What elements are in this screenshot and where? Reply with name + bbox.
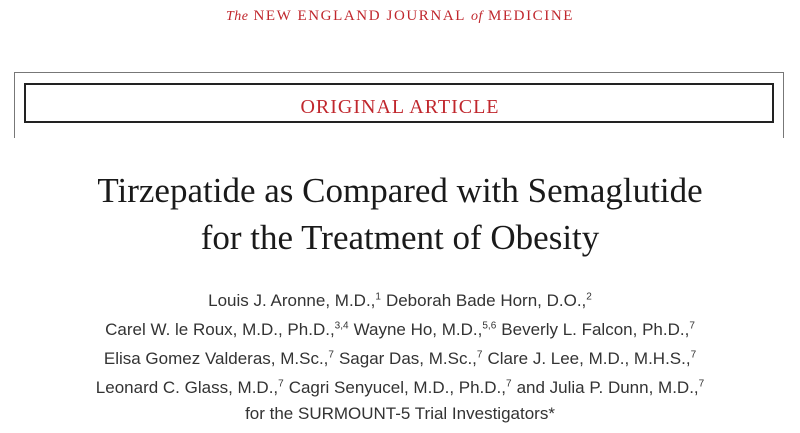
author-name: Beverly L. Falcon, Ph.D., xyxy=(501,319,690,339)
author-name: Carel W. le Roux, M.D., Ph.D., xyxy=(105,319,335,339)
journal-word: The xyxy=(225,9,249,24)
affiliation: 7 xyxy=(476,349,483,361)
article-title: Tirzepatide as Compared with Semaglutide… xyxy=(0,167,800,261)
author: Carel W. le Roux, M.D., Ph.D.,3,4 xyxy=(105,320,348,339)
affiliation: 7 xyxy=(690,349,697,361)
title-line: Tirzepatide as Compared with Semaglutide xyxy=(97,171,703,210)
author-list: Louis J. Aronne, M.D.,1 Deborah Bade Horn… xyxy=(0,284,800,426)
affiliation: 7 xyxy=(506,378,512,390)
author-line: Leonard C. Glass, M.D.,7 Cagri Senyucel, … xyxy=(0,371,800,400)
author-name: Leonard C. Glass, M.D., xyxy=(95,378,279,398)
affiliation: 5,6 xyxy=(482,320,497,332)
author-line: Carel W. le Roux, M.D., Ph.D.,3,4 Wayne H… xyxy=(0,313,800,342)
author-line: Louis J. Aronne, M.D.,1 Deborah Bade Horn… xyxy=(0,284,800,313)
author: and Julia P. Dunn, M.D.,7 xyxy=(517,378,705,397)
author: Sagar Das, M.Sc.,7 xyxy=(339,349,483,368)
author-name: Deborah Bade Horn, D.O., xyxy=(385,290,587,310)
affiliation: 7 xyxy=(278,378,284,390)
author: Leonard C. Glass, M.D.,7 xyxy=(96,378,284,397)
author: Clare J. Lee, M.D., M.H.S.,7 xyxy=(487,349,696,368)
author-line: Elisa Gomez Valderas, M.Sc.,7 Sagar Das, … xyxy=(0,342,800,371)
journal-word: of xyxy=(471,9,483,24)
author-name: and Julia P. Dunn, M.D., xyxy=(516,378,699,398)
journal-masthead: The NEW ENGLAND JOURNAL of MEDICINE xyxy=(0,8,800,25)
affiliation: 7 xyxy=(698,378,705,390)
section-label: ORIGINAL ARTICLE xyxy=(300,96,500,118)
affiliation: 7 xyxy=(328,349,334,361)
author-name: Wayne Ho, M.D., xyxy=(353,319,483,339)
author: Elisa Gomez Valderas, M.Sc.,7 xyxy=(104,349,334,368)
affiliation: 7 xyxy=(689,320,695,332)
author: Louis J. Aronne, M.D.,1 xyxy=(208,291,381,310)
section-box xyxy=(24,83,774,123)
author: Deborah Bade Horn, D.O.,2 xyxy=(386,291,592,310)
section-frame xyxy=(14,72,784,138)
author: Wayne Ho, M.D.,5,6 xyxy=(354,320,497,339)
author-name: Cagri Senyucel, M.D., Ph.D., xyxy=(288,378,507,398)
journal-word: MEDICINE xyxy=(487,8,575,24)
affiliation: 3,4 xyxy=(334,320,349,332)
author-name: Elisa Gomez Valderas, M.Sc., xyxy=(103,348,329,368)
author-name: Clare J. Lee, M.D., M.H.S., xyxy=(487,348,691,368)
author-name: Sagar Das, M.Sc., xyxy=(338,348,477,368)
author-line: for the SURMOUNT-5 Trial Investigators* xyxy=(0,401,800,427)
author-name: for the SURMOUNT-5 Trial Investigators* xyxy=(245,403,555,423)
author-name: Louis J. Aronne, M.D., xyxy=(208,290,376,310)
affiliation: 1 xyxy=(375,291,381,302)
journal-word: NEW ENGLAND JOURNAL xyxy=(253,8,467,24)
author: Cagri Senyucel, M.D., Ph.D.,7 xyxy=(289,378,512,397)
title-line: for the Treatment of Obesity xyxy=(200,218,600,257)
author: Beverly L. Falcon, Ph.D.,7 xyxy=(501,320,695,339)
affiliation: 2 xyxy=(586,291,592,302)
author: for the SURMOUNT-5 Trial Investigators* xyxy=(245,404,555,423)
